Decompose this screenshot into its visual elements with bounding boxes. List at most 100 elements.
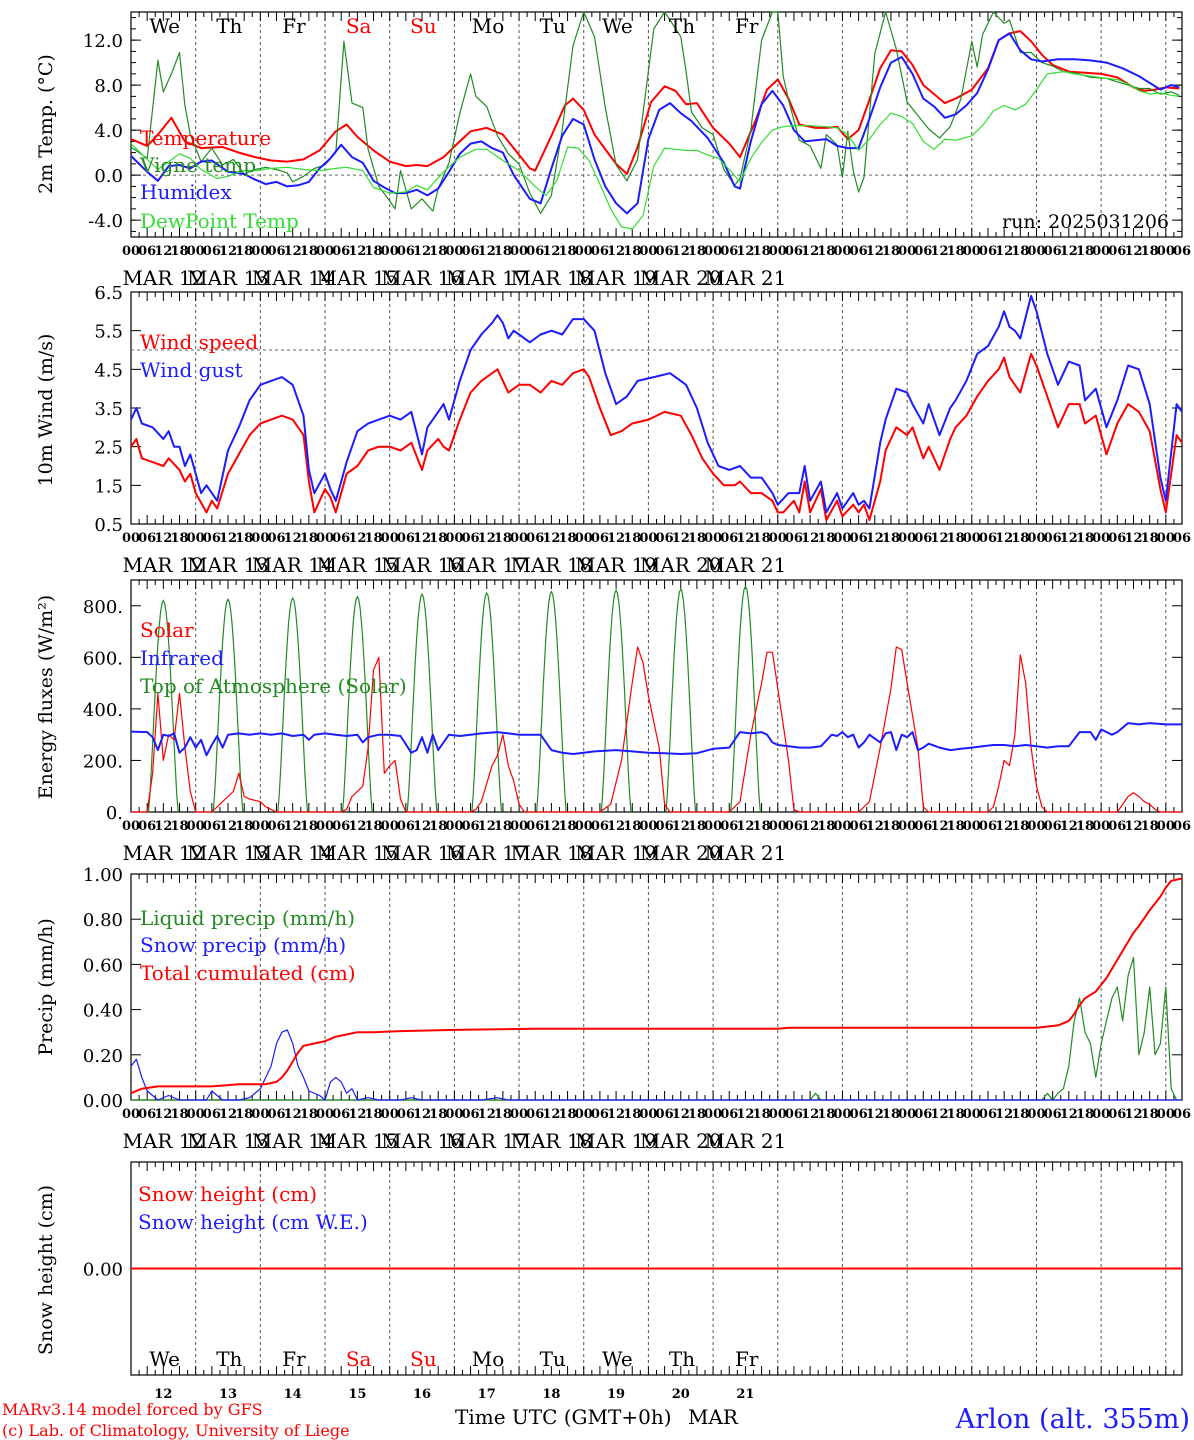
x-date-label: MAR 14: [252, 266, 334, 290]
x-hour-tick-label: 06: [850, 1107, 868, 1122]
x-hour-tick-label: 06: [914, 1107, 932, 1122]
y-tick-label: 1.5: [94, 476, 123, 497]
x-hour-tick-label: 00: [833, 819, 851, 834]
x-hour-tick-label: 18: [753, 819, 771, 834]
x-date-label: MAR 14: [252, 553, 334, 577]
x-hour-tick-label: 00: [445, 1107, 463, 1122]
x-hour-tick-label: 06: [591, 1107, 609, 1122]
x-date-label: MAR 15: [316, 1129, 398, 1153]
series-line-wind-gust: [130, 294, 1183, 514]
x-hour-tick-label: 12: [607, 819, 625, 834]
day-name-label: Th: [216, 1347, 242, 1371]
x-hour-tick-label: 00: [704, 244, 722, 259]
y-tick-label: 0.0: [94, 166, 123, 187]
x-hour-tick-label: 06: [462, 1107, 480, 1122]
x-hour-tick-label: 12: [284, 244, 302, 259]
x-hour-tick-label: 06: [526, 531, 544, 546]
legend-entry: Snow height (cm W.E.): [138, 1210, 368, 1234]
x-date-label: MAR 17: [446, 266, 528, 290]
x-hour-tick-label: 12: [736, 531, 754, 546]
y-tick-label: 0.40: [83, 1001, 123, 1022]
legend-entry: Total cumulated (cm): [140, 961, 356, 985]
x-hour-tick-label: 12: [607, 244, 625, 259]
x-hour-tick-label: 06: [720, 1107, 738, 1122]
x-hour-tick-label: 00: [1157, 531, 1175, 546]
x-hour-tick-label: 18: [623, 244, 641, 259]
x-hour-tick-label: 06: [656, 819, 674, 834]
x-hour-tick-label: 18: [235, 244, 253, 259]
legend-entry: Wind speed: [140, 330, 258, 354]
x-hour-tick-label: 06: [1044, 1107, 1062, 1122]
day-name-label: We: [149, 14, 180, 38]
x-hour-tick-label: 18: [1076, 531, 1094, 546]
x-hour-tick-label: 00: [381, 819, 399, 834]
x-hour-tick-label: 12: [866, 819, 884, 834]
x-hour-tick-label: 00: [1027, 819, 1045, 834]
x-hour-tick-label: 00: [704, 531, 722, 546]
x-hour-tick-label: 12: [413, 244, 431, 259]
x-hour-tick-label: 00: [251, 819, 269, 834]
x-hour-tick-label: 18: [753, 244, 771, 259]
x-hour-tick-label: 00: [316, 1107, 334, 1122]
x-hour-tick-label: 18: [882, 244, 900, 259]
x-hour-tick-label: 12: [672, 531, 690, 546]
x-hour-tick-label: 06: [1173, 244, 1191, 259]
x-hour-tick-label: 18: [688, 1107, 706, 1122]
x-hour-tick-label: 12: [930, 819, 948, 834]
x-hour-tick-label: 18: [429, 819, 447, 834]
y-tick-label: 3.5: [94, 399, 123, 420]
x-hour-tick-label: 00: [1027, 244, 1045, 259]
y-tick-label: 8.0: [94, 76, 123, 97]
x-hour-tick-label: 06: [1044, 819, 1062, 834]
day-name-label: Tu: [540, 14, 566, 38]
y-tick-label: 12.0: [83, 31, 123, 52]
x-hour-tick-label: 06: [914, 244, 932, 259]
x-hour-tick-label: 12: [413, 1107, 431, 1122]
panel-wind: 6.5 5.5 4.5 3.5 2.5 1.5 0.5 10m Wind (m/s) Wind …: [35, 283, 1191, 577]
x-hour-tick-label: 00: [704, 1107, 722, 1122]
series-line-infrared: [130, 722, 1182, 757]
x-date-label: MAR 20: [640, 1129, 722, 1153]
x-date-label: MAR 15: [316, 841, 398, 865]
x-hour-tick-label: 00: [575, 819, 593, 834]
x-hour-tick-label: 06: [138, 1107, 156, 1122]
x-hour-tick-label: 06: [785, 531, 803, 546]
x-hour-tick-label: 12: [672, 1107, 690, 1122]
x-hour-tick-label: 18: [817, 819, 835, 834]
x-hour-tick-label: 12: [542, 244, 560, 259]
x-date-label: MAR 21: [705, 266, 787, 290]
x-hour-tick-label: 18: [494, 244, 512, 259]
series-line-snow-precip-mm-h-: [130, 1029, 1182, 1101]
x-hour-tick-label: 12: [1060, 531, 1078, 546]
x-hour-tick-label: 12: [801, 1107, 819, 1122]
series-line-wind-speed: [130, 352, 1183, 522]
y-tick-label: 0.20: [83, 1046, 123, 1067]
x-hour-tick-label: 12: [995, 819, 1013, 834]
x-hour-tick-label: 00: [1027, 1107, 1045, 1122]
x-hour-tick-label: 00: [510, 1107, 528, 1122]
legend-entry: Liquid precip (mm/h): [140, 906, 355, 930]
x-hour-tick-label: 12: [1124, 819, 1142, 834]
series-line-dewpoint-temp: [130, 71, 1180, 230]
x-hour-tick-label: 12: [1060, 1107, 1078, 1122]
x-hour-tick-label: 18: [364, 1107, 382, 1122]
x-hour-tick-label: 06: [332, 531, 350, 546]
x-hour-tick-label: 00: [1092, 531, 1110, 546]
x-day-number-label: 16: [413, 1387, 431, 1402]
x-date-label: MAR 14: [252, 1129, 334, 1153]
x-hour-tick-label: 00: [1157, 1107, 1175, 1122]
x-hour-tick-label: 06: [267, 244, 285, 259]
x-hour-tick-label: 18: [882, 1107, 900, 1122]
x-hour-tick-label: 00: [704, 819, 722, 834]
x-hour-tick-label: 18: [1011, 531, 1029, 546]
day-name-label: Fr: [282, 14, 306, 38]
x-hour-tick-label: 00: [769, 1107, 787, 1122]
x-date-label: MAR 15: [316, 553, 398, 577]
x-hour-tick-label: 00: [122, 1107, 140, 1122]
x-hour-tick-label: 00: [898, 244, 916, 259]
y-tick-label: 0.: [106, 803, 123, 824]
x-hour-tick-label: 06: [591, 244, 609, 259]
x-hour-tick-label: 00: [122, 819, 140, 834]
x-hour-tick-label: 18: [429, 531, 447, 546]
x-day-number-label: 12: [154, 1387, 172, 1402]
